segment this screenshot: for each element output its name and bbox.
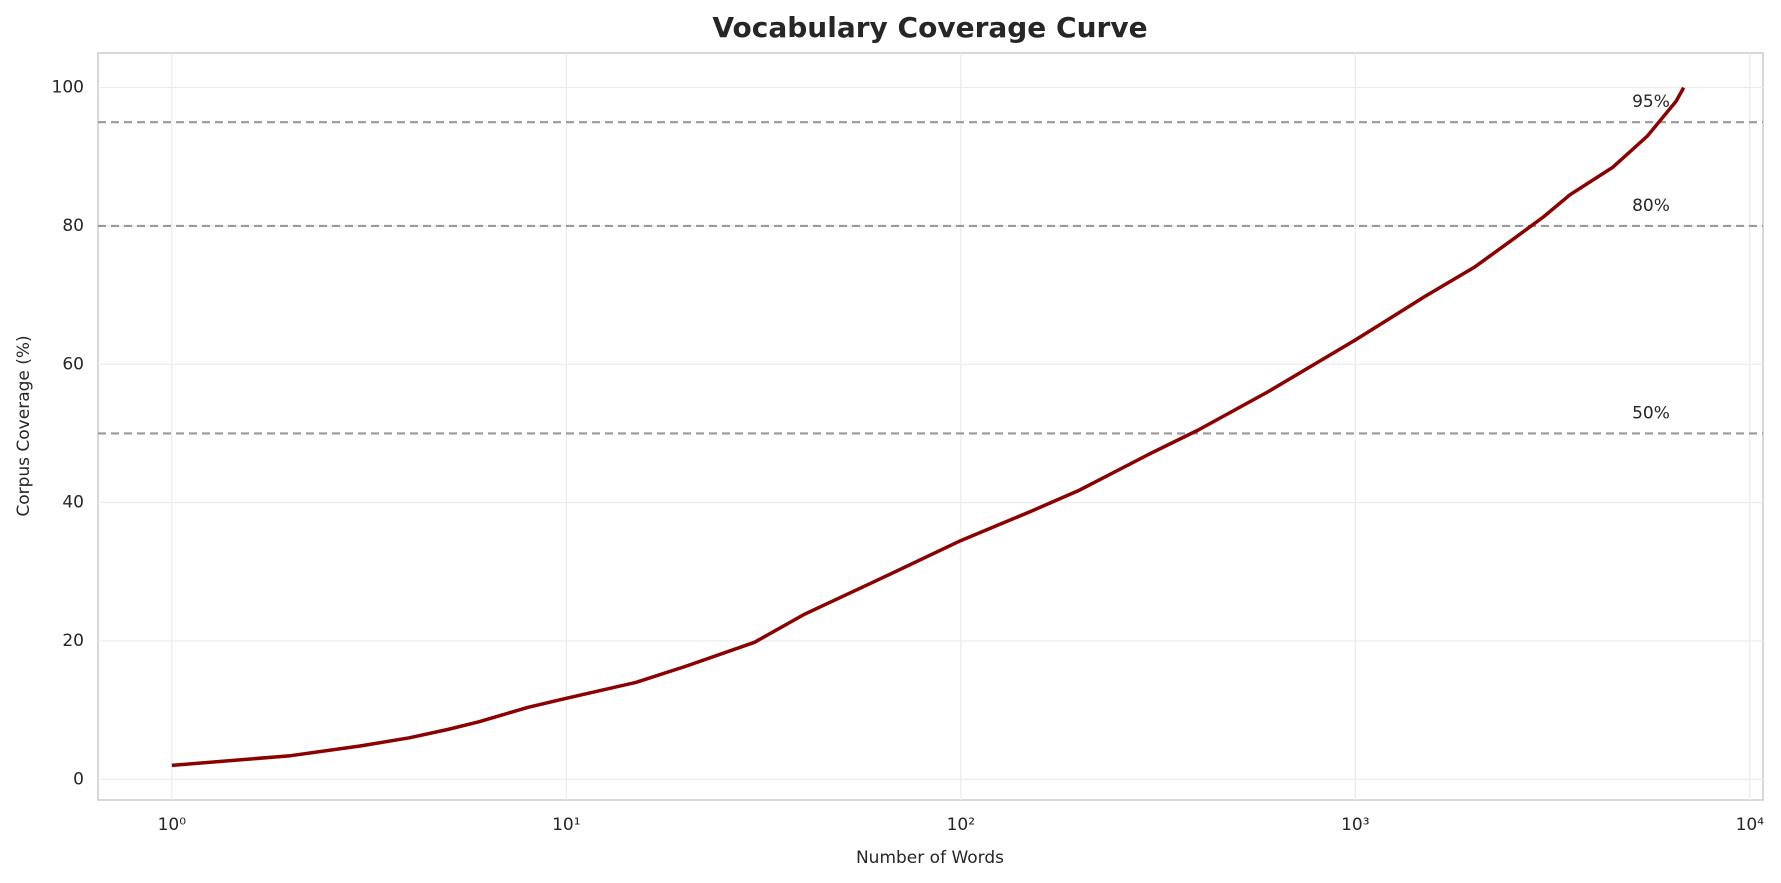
- y-tick-label: 40: [62, 493, 84, 513]
- x-tick-label: 10¹: [552, 815, 580, 835]
- y-axis-label: Corpus Coverage (%): [14, 335, 34, 516]
- x-tick-label: 10³: [1341, 815, 1369, 835]
- data-line: [171, 86, 1686, 768]
- reference-label: 50%: [1632, 403, 1670, 423]
- x-axis-label: Number of Words: [856, 848, 1004, 868]
- x-tick-label: 10²: [947, 815, 975, 835]
- y-tick-label: 100: [52, 78, 84, 98]
- x-tick-label: 10⁴: [1736, 815, 1765, 835]
- x-tick-label: 10⁰: [158, 815, 187, 835]
- y-tick-label: 20: [62, 631, 84, 651]
- y-tick-label: 60: [62, 354, 84, 374]
- chart-title: Vocabulary Coverage Curve: [712, 11, 1147, 44]
- y-tick-label: 0: [73, 769, 84, 789]
- y-tick-label: 80: [62, 216, 84, 236]
- plot-frame: [97, 52, 1764, 801]
- reference-label: 80%: [1632, 196, 1670, 216]
- reference-label: 95%: [1632, 92, 1670, 112]
